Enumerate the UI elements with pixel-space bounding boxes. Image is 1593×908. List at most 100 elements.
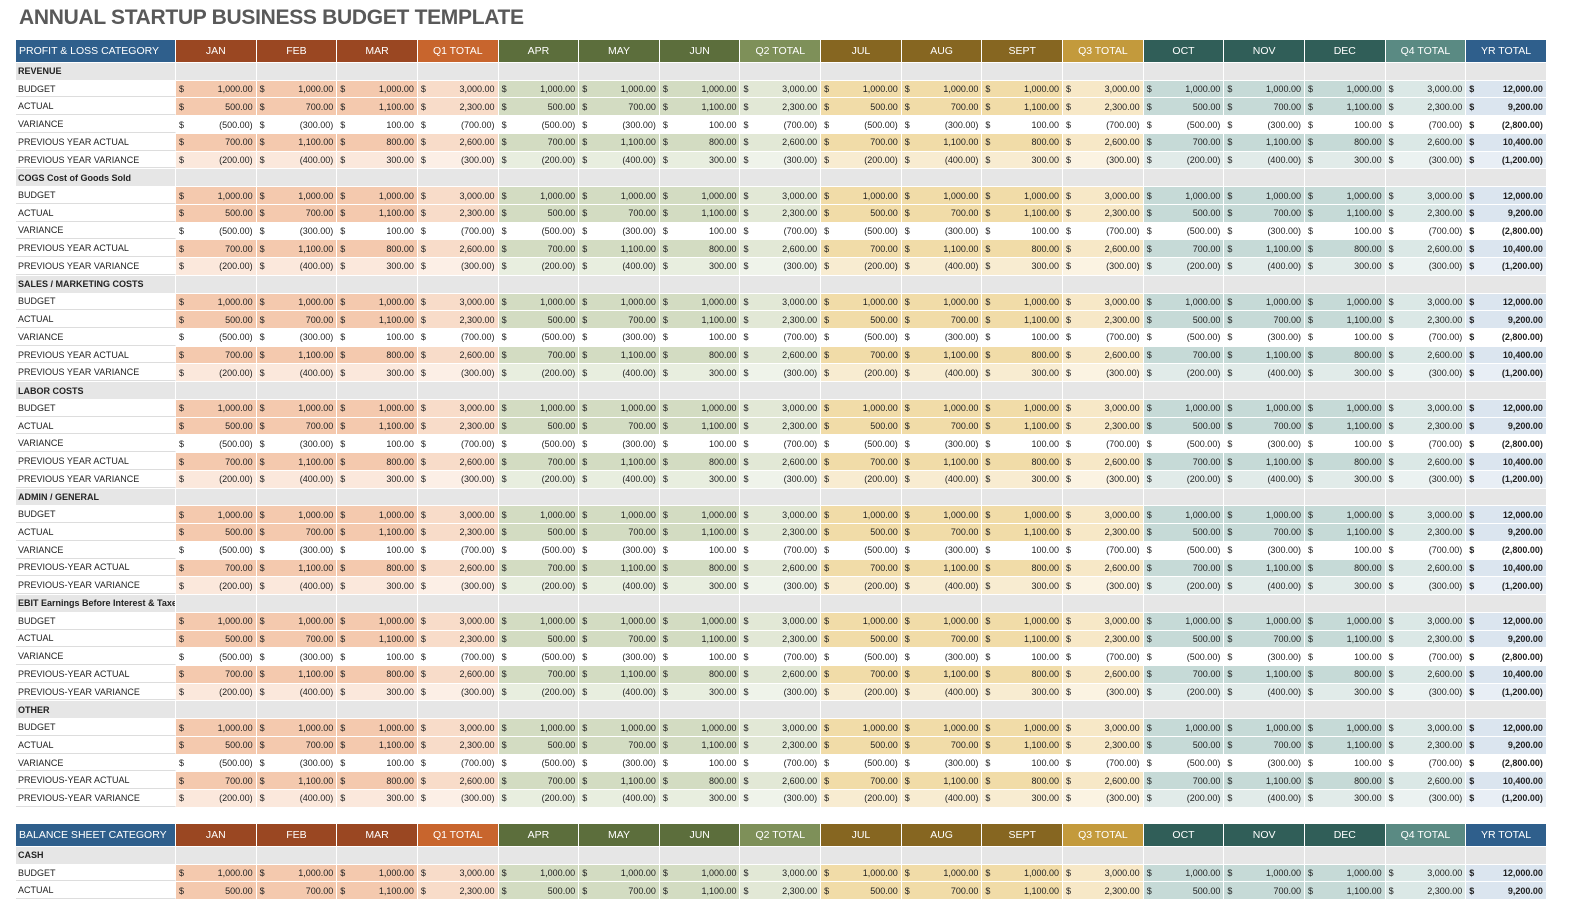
amount: 300.00 [708,261,737,272]
value-cell: $3,000.00 [1063,293,1144,311]
currency-symbol: $ [340,885,346,896]
currency-symbol: $ [1469,562,1475,573]
amount: 1,100.00 [943,350,979,361]
amount: 12,000.00 [1502,190,1543,201]
row-label: ACTUAL [16,524,176,541]
value-cell: $300.00 [982,790,1064,807]
value-cell: $100.00 [659,541,741,559]
value-cell: $300.00 [337,151,418,169]
amount: (200.00) [864,580,898,591]
value-cell: $1,000.00 [337,80,418,98]
currency-symbol: $ [1146,758,1152,768]
value-cell: $1,000.00 [337,293,418,311]
section-fill [1143,275,1225,293]
value-cell: $ (400.00) [901,577,983,595]
currency-symbol: $ [1469,137,1475,148]
currency-symbol: $ [824,314,830,325]
currency-symbol: $ [985,261,991,272]
value-cell: $1,100.00 [1224,665,1305,683]
currency-symbol: $ [420,722,426,733]
currency-symbol: $ [420,616,426,627]
amount: (200.00) [219,155,253,166]
value-cell: $1,100.00 [1224,772,1305,790]
amount: 700.00 [1192,350,1221,361]
amount: 1,100.00 [1024,101,1060,112]
value-cell: $1,100.00 [256,665,338,683]
row-label: VARIANCE [16,541,176,559]
currency-symbol: $ [662,350,668,361]
data-row: VARIANCE $ (500.00) $ (300.00) $100.00 $ (700.0… [16,329,1547,347]
amount: (400.00) [1267,261,1301,272]
value-cell: $ (500.00) [176,648,257,665]
amount: (1,200.00) [1501,793,1543,804]
value-cell: $3,000.00 [740,864,822,882]
amount: (700.00) [1106,225,1140,236]
currency-symbol: $ [420,740,426,751]
row-label: BUDGET [16,612,176,630]
currency-symbol: $ [1469,190,1475,201]
amount: (500.00) [219,225,253,236]
data-row: ACTUAL $500.00 $700.00 $1,100.00 $2,300.00 $5… [16,98,1547,117]
amount: 700.00 [1273,314,1301,325]
currency-symbol: $ [340,545,346,556]
currency-symbol: $ [582,261,588,272]
currency-symbol: $ [501,261,507,272]
currency-symbol: $ [1146,616,1152,627]
amount: (200.00) [864,687,898,698]
amount: 500.00 [547,527,576,538]
value-cell: $300.00 [1304,790,1386,807]
amount: 1,000.00 [1185,722,1221,733]
currency-symbol: $ [824,296,830,307]
value-cell: $500.00 [821,204,902,222]
amount: (200.00) [1186,474,1221,485]
column-header: APR [498,824,580,846]
value-cell: $1,000.00 [901,293,983,311]
amount: (500.00) [1186,545,1221,556]
section-fill [256,169,338,187]
amount: (400.00) [944,580,979,591]
currency-symbol: $ [743,793,749,804]
row-label: VARIANCE [16,754,176,772]
amount: 800.00 [708,350,737,361]
currency-symbol: $ [420,314,426,325]
value-cell: $10,400.00 [1466,346,1547,364]
value-cell: $1,100.00 [1304,98,1386,116]
amount: 700.00 [870,243,898,254]
row-label: VARIANCE [16,648,176,665]
value-cell: $1,000.00 [1304,293,1386,311]
section-fill [982,275,1064,293]
currency-symbol: $ [259,155,265,166]
amount: 1,000.00 [701,190,737,201]
amount: 1,000.00 [1265,722,1301,733]
currency-symbol: $ [1146,687,1152,698]
amount: 100.00 [1031,119,1060,130]
amount: 1,100.00 [1265,243,1301,254]
value-cell: $3,000.00 [417,399,499,417]
currency-symbol: $ [1146,722,1152,733]
section-fill [659,488,741,506]
amount: 1,100.00 [378,208,414,219]
currency-symbol: $ [985,456,991,467]
value-cell: $ (700.00) [417,754,499,772]
value-cell: $1,000.00 [337,864,418,882]
amount: 3,000.00 [1104,403,1140,414]
value-cell: $ (200.00) [1143,790,1225,807]
currency-symbol: $ [179,669,185,680]
value-cell: $ (1,200.00) [1466,790,1547,807]
amount: 1,100.00 [620,350,656,361]
currency-symbol: $ [1307,616,1313,627]
currency-symbol: $ [501,885,507,896]
amount: 1,000.00 [701,509,737,520]
value-cell: $1,000.00 [821,864,902,882]
value-cell: $1,000.00 [1304,719,1386,736]
amount: 800.00 [1354,669,1382,680]
value-cell: $ (200.00) [821,577,902,595]
value-cell: $9,200.00 [1466,736,1547,754]
currency-symbol: $ [743,350,749,361]
currency-symbol: $ [501,651,507,662]
value-cell: $1,000.00 [1143,719,1225,736]
value-cell: $ (400.00) [1224,470,1305,488]
value-cell: $1,000.00 [176,187,257,204]
section-fill [337,63,418,80]
currency-symbol: $ [662,885,668,896]
